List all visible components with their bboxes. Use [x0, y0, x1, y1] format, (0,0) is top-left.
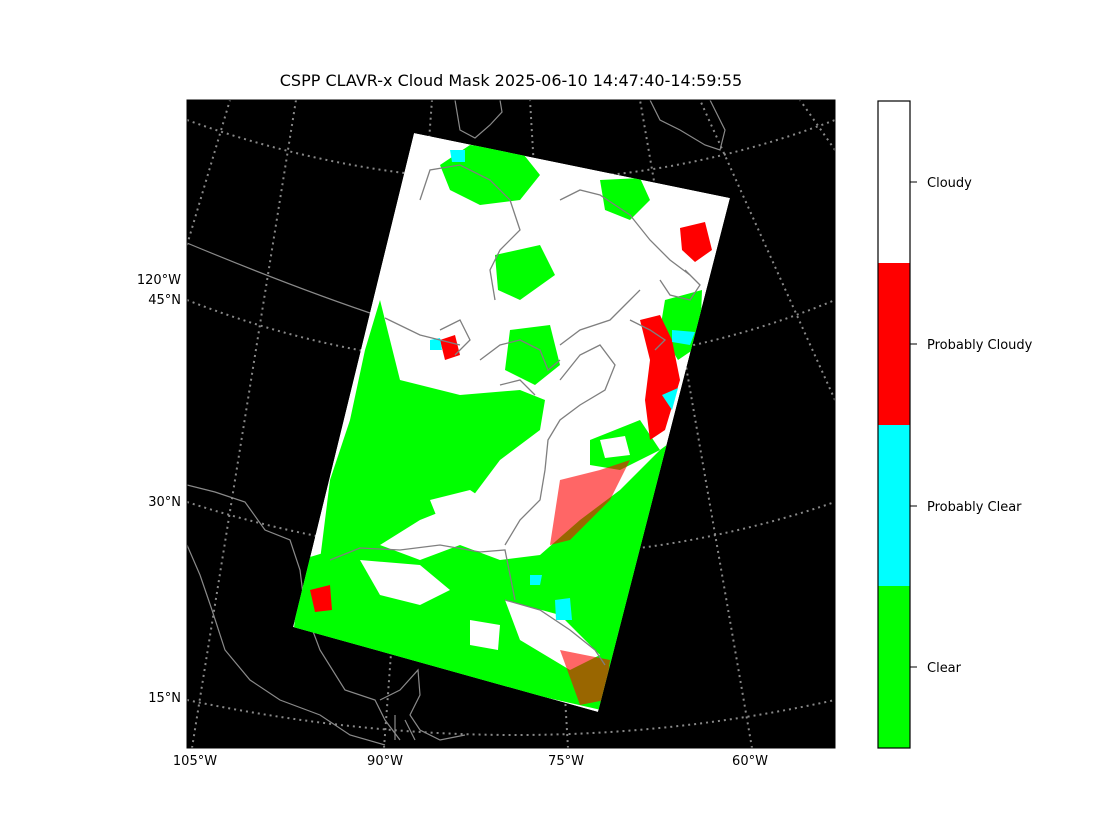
map-title: CSPP CLAVR-x Cloud Mask 2025-06-10 14:47… — [280, 71, 742, 90]
colorbar-ticks — [910, 181, 917, 668]
quebec-coast — [559, 189, 691, 276]
hudson-bay-coast — [419, 164, 521, 301]
swath-coastlines — [329, 164, 701, 666]
colorbar-probably-clear — [878, 425, 910, 586]
us-east-coast — [504, 344, 616, 546]
meridian-west — [187, 100, 231, 246]
gulf-coast-us — [329, 544, 516, 601]
colorbar-cloudy — [878, 101, 910, 263]
colorbar-clear — [878, 586, 910, 748]
us-canada-border-west — [187, 242, 386, 319]
colorbar-label-probably-clear: Probably Clear — [927, 500, 1022, 515]
latitude-tick-labels: 120°W 45°N 30°N 15°N — [137, 273, 181, 706]
colorbar-label-probably-cloudy: Probably Cloudy — [927, 338, 1033, 353]
lat-label-120w: 120°W — [137, 273, 181, 288]
labrador-coast — [454, 100, 503, 139]
probably-cloudy-regions — [310, 222, 712, 705]
lat-label-15n: 15°N — [148, 691, 181, 706]
map-panel — [186, 99, 836, 749]
lon-label-60w: 60°W — [732, 754, 768, 769]
colorbar: Cloudy Probably Cloudy Probably Clear Cl… — [877, 100, 1033, 749]
colorbar-frame — [877, 100, 911, 749]
probably-clear-regions — [430, 150, 695, 620]
colorbar-label-clear: Clear — [927, 661, 962, 676]
central-america-border — [394, 715, 416, 741]
yucatan-coast — [379, 668, 466, 741]
parallel-30n — [187, 501, 835, 557]
meridian-60w — [639, 100, 753, 748]
great-lakes — [439, 319, 561, 396]
newfoundland — [659, 269, 701, 301]
meridian-45w — [699, 100, 835, 401]
cuba-coast — [504, 599, 606, 666]
greenland-coast — [649, 100, 726, 151]
lon-label-105w: 105°W — [173, 754, 217, 769]
meridian-east — [799, 100, 835, 151]
us-canada-border — [384, 289, 641, 346]
satellite-swath — [293, 133, 730, 712]
meridian-105w — [191, 100, 297, 748]
colorbar-probably-cloudy — [878, 263, 910, 425]
cloudy-patches — [360, 436, 630, 670]
lon-label-75w: 75°W — [548, 754, 584, 769]
nova-scotia — [629, 319, 667, 351]
map-frame — [186, 99, 836, 749]
lon-label-90w: 90°W — [367, 754, 403, 769]
lat-label-30n: 30°N — [148, 495, 181, 510]
longitude-tick-labels: 105°W 90°W 75°W 60°W — [173, 754, 768, 769]
lat-label-45n: 45°N — [148, 293, 181, 308]
parallel-15n — [187, 699, 835, 736]
colorbar-label-cloudy: Cloudy — [927, 176, 972, 191]
mexico-pacific-coast — [187, 544, 386, 746]
